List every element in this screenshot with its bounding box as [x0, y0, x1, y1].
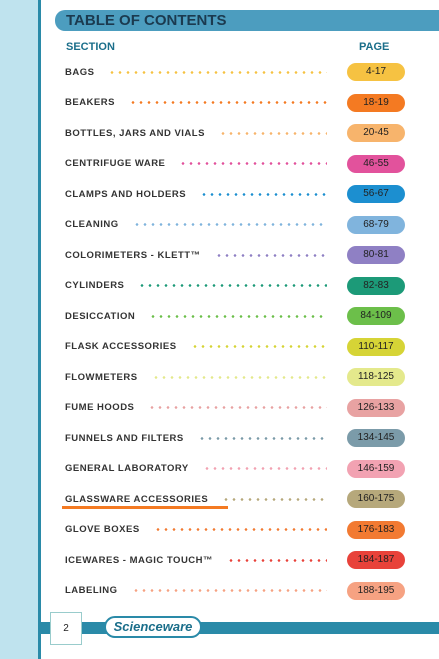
page-range: 84-109	[347, 307, 405, 325]
toc-row: GLOVE BOXES 176-183	[65, 520, 405, 539]
dot-leader	[132, 223, 327, 226]
dot-leader	[179, 162, 327, 165]
column-header: PAGE	[359, 41, 390, 53]
dot-leader	[153, 528, 327, 531]
page-range: 146-159	[347, 459, 405, 478]
page-number: 2	[50, 612, 82, 645]
toc-row: DESICCATION 84-109	[65, 307, 405, 325]
section-name: GENERAL LABORATORY	[65, 463, 189, 474]
dot-leader	[148, 406, 327, 409]
page-range: 126-133	[347, 398, 405, 417]
dot-leader	[202, 467, 327, 470]
page-range: 4-17	[347, 63, 405, 81]
dot-leader	[151, 375, 327, 379]
section-name: BAGS	[65, 66, 95, 78]
section-name: CENTRIFUGE WARE	[65, 158, 166, 169]
section-name: FLASK ACCESSORIES	[65, 341, 177, 352]
section-name: DESICCATION	[65, 310, 136, 322]
toc-row: CLAMPS AND HOLDERS 56-67	[65, 185, 405, 203]
section-name: BEAKERS	[65, 97, 115, 108]
page-range: 176-183	[347, 520, 405, 539]
toc-row: BOTTLES, JARS AND VIALS 20-45	[65, 124, 405, 142]
footer-bar	[41, 622, 439, 634]
toc-row: FLASK ACCESSORIES 110-117	[65, 337, 405, 356]
dot-leader	[149, 314, 327, 318]
toc-row: FUNNELS AND FILTERS 134-145	[65, 429, 405, 447]
toc-row: FUME HOODS 126-133	[65, 398, 405, 417]
title-bar	[55, 10, 439, 31]
section-name: CYLINDERS	[65, 280, 125, 291]
section-name: BOTTLES, JARS AND VIALS	[65, 127, 205, 139]
page-range: 160-175	[347, 490, 405, 508]
dot-leader	[128, 101, 327, 104]
section-name: LABELING	[65, 585, 118, 596]
page-range: 80-81	[347, 246, 405, 264]
dot-leader	[214, 253, 327, 257]
dot-leader	[138, 284, 327, 287]
toc-row: GENERAL LABORATORY 146-159	[65, 459, 405, 478]
logo: Scienceware	[104, 616, 202, 638]
page-range: 46-55	[347, 154, 405, 173]
dot-leader	[227, 558, 327, 562]
section-name: FUNNELS AND FILTERS	[65, 432, 184, 444]
toc-row: LABELING 188-195	[65, 581, 405, 600]
section-name: ICEWARES - MAGIC TOUCH™	[65, 554, 214, 566]
toc-row: CLEANING 68-79	[65, 215, 405, 234]
dot-leader	[218, 131, 327, 135]
toc-row: BEAKERS 18-19	[65, 93, 405, 112]
page-range: 110-117	[347, 337, 405, 356]
toc-row: CYLINDERS 82-83	[65, 276, 405, 295]
dot-leader	[222, 497, 327, 501]
page-range: 68-79	[347, 215, 405, 234]
section-name: GLOVE BOXES	[65, 524, 140, 535]
toc-row: CENTRIFUGE WARE 46-55	[65, 154, 405, 173]
page-range: 20-45	[347, 124, 405, 142]
dot-leader	[197, 436, 327, 440]
page-range: 18-19	[347, 93, 405, 112]
page-range: 184-187	[347, 551, 405, 569]
page-range: 118-125	[347, 368, 405, 386]
section-name: CLAMPS AND HOLDERS	[65, 188, 187, 200]
toc-row: GLASSWARE ACCESSORIES 160-175	[65, 490, 405, 508]
title: TABLE OF CONTENTS	[66, 12, 227, 29]
dot-leader	[200, 192, 327, 196]
toc-row: ICEWARES - MAGIC TOUCH™ 184-187	[65, 551, 405, 569]
page-range: 82-83	[347, 276, 405, 295]
dot-leader	[190, 345, 327, 348]
page-range: 134-145	[347, 429, 405, 447]
page-range: 56-67	[347, 185, 405, 203]
toc-row: FLOWMETERS 118-125	[65, 368, 405, 386]
section-name: FUME HOODS	[65, 402, 135, 413]
page-range: 188-195	[347, 581, 405, 600]
dot-leader	[131, 589, 327, 592]
highlight-underline	[62, 506, 228, 509]
column-header: SECTION	[66, 41, 115, 53]
dot-leader	[108, 70, 327, 74]
toc-row: BAGS 4-17	[65, 63, 405, 81]
section-name: CLEANING	[65, 219, 119, 230]
section-name: COLORIMETERS - KLETT™	[65, 249, 201, 261]
section-name: GLASSWARE ACCESSORIES	[65, 493, 209, 505]
section-name: FLOWMETERS	[65, 371, 138, 383]
toc-row: COLORIMETERS - KLETT™ 80-81	[65, 246, 405, 264]
